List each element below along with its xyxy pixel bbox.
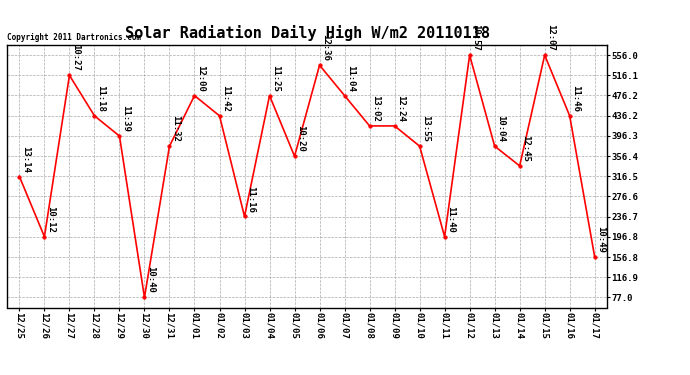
Text: 11:25: 11:25 xyxy=(270,64,279,92)
Text: 11:18: 11:18 xyxy=(96,85,105,112)
Text: 10:20: 10:20 xyxy=(296,125,305,152)
Text: 13:55: 13:55 xyxy=(421,115,430,142)
Text: 10:04: 10:04 xyxy=(496,115,505,142)
Text: 11:42: 11:42 xyxy=(221,85,230,112)
Text: 10:12: 10:12 xyxy=(46,206,55,232)
Text: Copyright 2011 Dartronics.com: Copyright 2011 Dartronics.com xyxy=(7,33,141,42)
Text: 11:46: 11:46 xyxy=(571,85,580,112)
Text: 12:07: 12:07 xyxy=(546,24,555,51)
Text: 11:04: 11:04 xyxy=(346,64,355,92)
Text: 12:24: 12:24 xyxy=(396,95,405,122)
Text: 10:57: 10:57 xyxy=(471,24,480,51)
Text: 11:39: 11:39 xyxy=(121,105,130,132)
Text: 10:27: 10:27 xyxy=(70,44,79,71)
Text: 11:32: 11:32 xyxy=(170,115,179,142)
Text: 10:49: 10:49 xyxy=(596,226,605,253)
Text: 12:00: 12:00 xyxy=(196,64,205,92)
Text: 11:40: 11:40 xyxy=(446,206,455,232)
Text: 11:16: 11:16 xyxy=(246,186,255,212)
Text: 13:02: 13:02 xyxy=(371,95,380,122)
Text: 13:14: 13:14 xyxy=(21,146,30,172)
Text: 10:40: 10:40 xyxy=(146,267,155,293)
Text: 12:45: 12:45 xyxy=(521,135,530,162)
Title: Solar Radiation Daily High W/m2 20110118: Solar Radiation Daily High W/m2 20110118 xyxy=(125,25,489,41)
Text: 12:36: 12:36 xyxy=(321,34,330,61)
